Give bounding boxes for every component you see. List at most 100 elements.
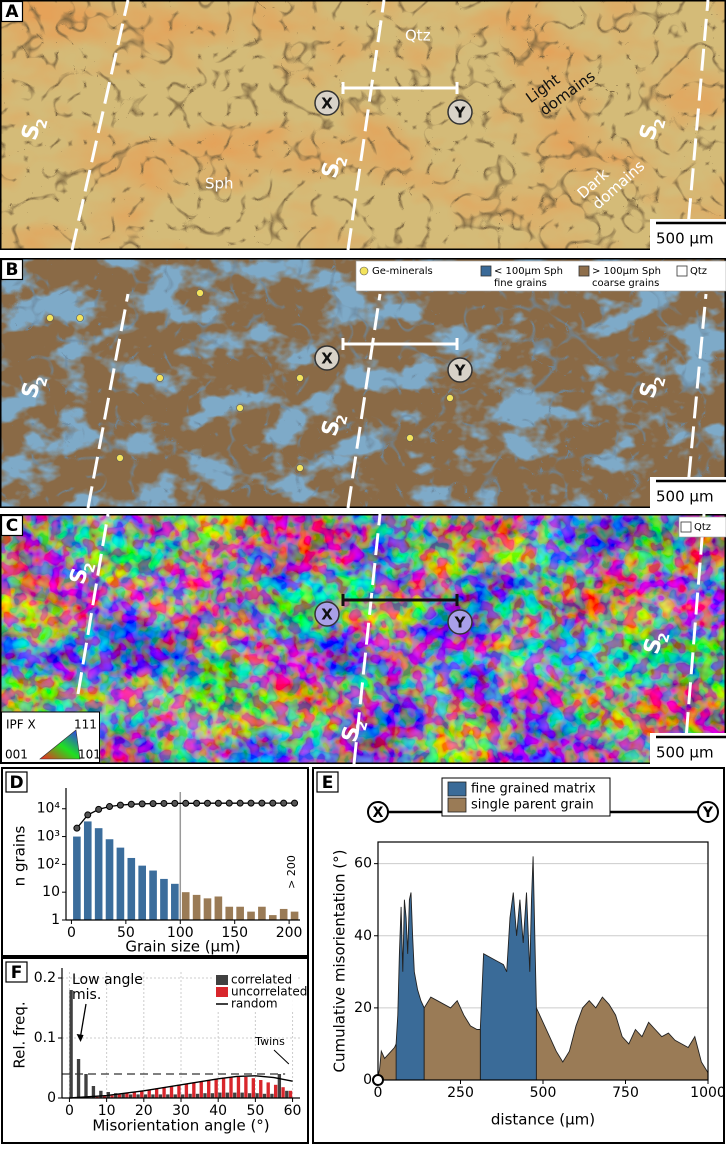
ipf-corner: 001 (5, 748, 28, 762)
s2-sub: 2 (34, 375, 52, 389)
s2-base: S (635, 121, 663, 143)
s2-base: S (635, 379, 663, 401)
cumulative-point (106, 803, 114, 811)
cumulative-point (247, 799, 255, 807)
bar (225, 906, 234, 920)
panel-letter: E (322, 773, 334, 793)
s2-base: S (17, 121, 45, 143)
y-tick-label: 0.2 (34, 970, 56, 986)
cumulative-point (182, 799, 190, 807)
bar (154, 1088, 159, 1098)
x-tick-label: 50 (117, 925, 135, 941)
legend-label: coarse grains (592, 278, 659, 289)
profile-marker (697, 801, 719, 823)
foliation-label: S2 (317, 413, 352, 439)
foliation-label: S2 (635, 117, 669, 143)
s2-sub: 2 (334, 413, 352, 427)
panel-frame (0, 0, 726, 250)
cumulative-point (138, 800, 146, 808)
bar (214, 1078, 218, 1098)
bar (285, 1090, 289, 1098)
bar (127, 857, 136, 920)
ipf-title: IPF X (6, 718, 36, 732)
cumulative-point (291, 799, 299, 807)
panel-letter-box (0, 0, 24, 23)
panel-letter: A (5, 2, 19, 22)
panel-letter-box (0, 258, 24, 281)
foliation-trace (70, 0, 130, 251)
legend-label: fine grains (494, 278, 547, 289)
bar (236, 1076, 241, 1098)
annotation: mis. (72, 987, 101, 1003)
profile-marker-label: Y (454, 104, 467, 122)
legend-swatch (216, 987, 228, 997)
bar (259, 1080, 263, 1098)
bar (173, 1094, 177, 1098)
bar (218, 1092, 222, 1098)
foliation-trace (346, 0, 386, 251)
x-tick-label: 30 (172, 1103, 190, 1119)
s2-base: S (17, 379, 45, 401)
foliation-trace (682, 513, 706, 765)
y-axis-title: n grains (11, 825, 29, 886)
bar (73, 836, 81, 920)
x-tick-label: 60 (284, 1103, 302, 1119)
profile-marker (367, 801, 389, 823)
ge-mineral (116, 454, 124, 462)
bar (290, 911, 299, 920)
foliation-trace (76, 513, 110, 695)
legend-swatch (578, 265, 590, 277)
legend-box (441, 777, 611, 817)
bar (277, 1074, 282, 1098)
panel-letter: F (11, 963, 23, 983)
y-axis-title: Rel. freq. (11, 1001, 29, 1068)
profile-marker-label: Y (702, 805, 714, 821)
cumulative-point (160, 799, 168, 807)
foliation-trace (352, 513, 382, 765)
bar (244, 1077, 248, 1098)
legend-swatch (447, 797, 467, 813)
bar (105, 839, 114, 920)
bar (128, 1094, 133, 1098)
bar (76, 1059, 81, 1098)
scale-label: 500 µm (656, 230, 714, 248)
s2-sub: 2 (34, 117, 52, 131)
bar (268, 915, 277, 920)
y-tick-label: 0.1 (34, 1030, 56, 1046)
bar (114, 1093, 118, 1098)
s2-base: S (639, 635, 667, 657)
legend-box (355, 260, 726, 292)
panel-letter-box (316, 771, 339, 793)
foliation-trace (346, 293, 382, 509)
s2-sub: 2 (334, 155, 352, 169)
x-tick-label: 10 (98, 1103, 116, 1119)
s2-sub: 2 (82, 561, 100, 575)
cumulative-point (258, 799, 266, 807)
x-tick-label: 1000 (690, 1085, 726, 1101)
bar (199, 1081, 203, 1098)
bar (279, 908, 288, 920)
bar (91, 1086, 96, 1098)
foliation-trace (684, 293, 708, 509)
bar (288, 1090, 293, 1098)
profile-marker-label: X (321, 350, 333, 368)
bar (255, 1093, 259, 1098)
x-axis-title: distance (µm) (491, 1111, 595, 1129)
area (395, 856, 537, 1081)
bar (247, 1093, 252, 1098)
legend-label: Qtz (694, 522, 711, 533)
foliation-label: S2 (317, 155, 352, 181)
y-tick-label: 10³ (37, 829, 60, 845)
scale-label: 500 µm (656, 744, 714, 762)
bar (266, 1082, 270, 1098)
cumulative-point (203, 799, 211, 807)
bar (192, 894, 201, 920)
ge-mineral (296, 464, 304, 472)
s2-sub: 2 (656, 631, 674, 645)
cumulative-point (84, 811, 92, 819)
ipf-corner: 111 (74, 718, 97, 732)
panel-frame (0, 258, 726, 508)
y-tick-label: 10 (42, 884, 60, 900)
bar (247, 911, 255, 920)
